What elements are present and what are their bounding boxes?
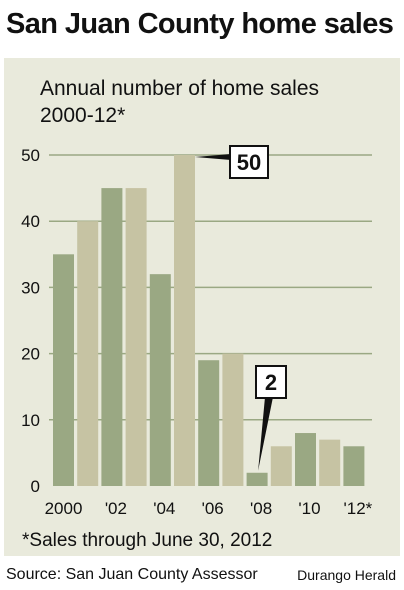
bar-2004	[149, 274, 171, 486]
callout-2008: 2	[255, 365, 287, 471]
bar-2009	[270, 446, 292, 486]
chart-subtitle-line2: 2000-12*	[40, 104, 126, 127]
chart-subtitle-line1: Annual number of home sales	[40, 77, 319, 100]
x-tick-label: 2000	[45, 499, 83, 518]
bar-2005	[174, 155, 195, 486]
bar-2008	[246, 472, 268, 486]
bar-2000	[53, 254, 74, 486]
bar-2002	[101, 188, 123, 486]
x-tick-label: '10	[298, 499, 320, 518]
x-tick-label: '08	[250, 499, 272, 518]
bar-2010	[295, 433, 316, 486]
y-tick-label: 0	[31, 477, 40, 496]
bar-2011	[319, 439, 341, 486]
y-tick-label: 40	[21, 212, 40, 231]
bar-2006	[198, 360, 220, 486]
bars	[53, 155, 365, 486]
y-tick-label: 50	[21, 146, 40, 165]
bar-2012	[343, 446, 365, 486]
y-tick-label: 20	[21, 345, 40, 364]
callout-label: 2	[265, 370, 277, 395]
x-tick-label: '06	[202, 499, 224, 518]
annotations: 50 2	[195, 145, 287, 471]
y-tick-label: 10	[21, 411, 40, 430]
y-tick-label: 30	[21, 278, 40, 297]
x-tick-label: '02	[105, 499, 127, 518]
x-tick-label: '12*	[344, 499, 373, 518]
y-axis-ticks: 0 10 20 30 40 50	[21, 146, 40, 496]
chart-headline: San Juan County home sales	[6, 8, 394, 40]
footnote: *Sales through June 30, 2012	[22, 530, 273, 551]
bar-2003	[125, 188, 147, 486]
x-tick-label: '04	[153, 499, 175, 518]
source-line: Source: San Juan County Assessor	[6, 566, 258, 583]
x-axis-ticks: 2000 '02 '04 '06 '08 '10 '12*	[45, 499, 373, 518]
credit-line: Durango Herald	[297, 567, 396, 583]
bar-2001	[77, 221, 99, 486]
callout-2005: 50	[195, 145, 269, 179]
callout-label: 50	[237, 150, 261, 175]
bar-2007	[222, 353, 244, 486]
